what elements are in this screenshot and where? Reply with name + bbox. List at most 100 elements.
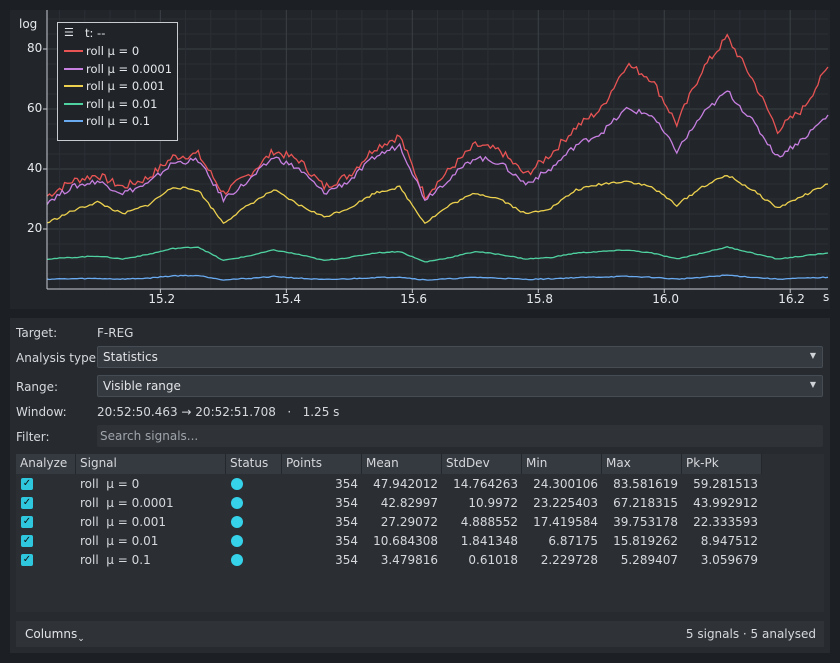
table-row[interactable]: ✓ roll μ = 0.0001 354 42.82997 10.9972 23.225… [16,494,776,513]
column-header-stddev[interactable]: StdDev [442,454,522,474]
chevron-down-icon: ▼ [809,351,816,360]
status-indicator [231,554,243,566]
legend-item[interactable]: roll μ = 0 [64,43,139,59]
chevron-down-icon: ▼ [809,380,816,389]
x-tick-label: 16.2 [778,292,805,306]
cell-max: 5.289407 [620,553,678,567]
legend-item[interactable]: roll μ = 0.1 [64,113,150,129]
y-tick-label: 40 [27,161,43,175]
analyze-checkbox[interactable]: ✓ [21,497,33,509]
y-tick-label: 20 [27,221,43,235]
table-row[interactable]: ✓ roll μ = 0 354 47.942012 14.764263 24.30010… [16,475,776,494]
cell-min: 2.229728 [540,553,598,567]
cell-stddev: 14.764263 [453,477,518,491]
legend-item[interactable]: roll μ = 0.01 [64,96,157,112]
y-tick-label: 80 [27,41,43,55]
cell-mean: 10.684308 [373,534,438,548]
cell-signal: roll μ = 0.1 [80,553,151,567]
legend-swatch [64,50,83,52]
cell-pkpk: 59.281513 [693,477,758,491]
range-label: Range: [16,380,59,394]
series-line-1 [46,90,829,206]
columns-button[interactable]: Columns⌄ [25,627,85,644]
table-row[interactable]: ✓ roll μ = 0.001 354 27.29072 4.888552 17.419… [16,513,776,532]
legend-label: roll μ = 0.001 [86,79,165,93]
cell-stddev: 1.841348 [460,534,518,548]
cell-min: 24.300106 [533,477,598,491]
window-value: 20:52:50.463 → 20:52:51.708 · 1.25 s [97,405,340,419]
column-header-points[interactable]: Points [282,454,362,474]
cell-mean: 42.82997 [380,496,438,510]
legend-title: t: -- [85,26,106,40]
cell-stddev: 4.888552 [460,515,518,529]
x-tick-label: 15.6 [400,292,428,306]
columns-button-label: Columns [25,627,78,641]
analysis-panel: Target: F-REG Analysis type: Statistics … [10,318,830,653]
target-value: F-REG [97,326,134,340]
status-summary: 5 signals · 5 analysed [685,627,816,641]
column-header-max[interactable]: Max [602,454,682,474]
window-label: Window: [16,405,67,419]
x-tick-label: 16.0 [652,292,679,306]
statistics-table[interactable]: Analyze Signal Status Points Mean StdDev Min Ma… [16,454,824,612]
column-header-mean[interactable]: Mean [362,454,442,474]
chart-legend[interactable]: ☰ t: -- roll μ = 0 roll μ = 0.0001 roll μ … [57,22,178,141]
column-header-min[interactable]: Min [522,454,602,474]
chevron-down-icon: ⌄ [77,634,85,644]
filter-label: Filter: [16,430,50,444]
cell-pkpk: 43.992912 [693,496,758,510]
range-select[interactable]: Visible range ▼ [97,375,823,397]
analyze-checkbox[interactable]: ✓ [21,535,33,547]
cell-pkpk: 3.059679 [700,553,758,567]
cell-points: 354 [335,515,358,529]
legend-item[interactable]: roll μ = 0.001 [64,78,165,94]
legend-item[interactable]: roll μ = 0.0001 [64,61,172,77]
column-header-status[interactable]: Status [226,454,282,474]
cell-pkpk: 8.947512 [700,534,758,548]
x-tick-label: 15.4 [274,292,302,306]
cell-pkpk: 22.333593 [693,515,758,529]
status-indicator [231,516,243,528]
filter-input[interactable] [97,425,823,447]
cell-signal: roll μ = 0.001 [80,515,166,529]
legend-label: roll μ = 0.0001 [86,61,173,76]
cell-mean: 27.29072 [380,515,438,529]
legend-swatch [64,85,83,87]
y-tick-label: 60 [27,101,43,115]
column-header-signal[interactable]: Signal [76,454,226,474]
column-header-analyze[interactable]: Analyze [16,454,76,474]
status-indicator [231,497,243,509]
cell-points: 354 [335,553,358,567]
cell-points: 354 [335,534,358,548]
cell-signal: roll μ = 0.01 [80,534,159,548]
analyze-checkbox[interactable]: ✓ [21,478,33,490]
analyze-checkbox[interactable]: ✓ [21,516,33,528]
series-line-0 [46,33,829,201]
legend-swatch [64,120,83,122]
cell-mean: 47.942012 [373,477,438,491]
series-line-4 [46,274,829,281]
table-row[interactable]: ✓ roll μ = 0.01 354 10.684308 1.841348 6.8717… [16,532,776,551]
column-header-pk-pk[interactable]: Pk-Pk [682,454,762,474]
cell-min: 17.419584 [533,515,598,529]
x-tick-label: 15.8 [526,292,553,306]
cell-stddev: 0.61018 [468,553,518,567]
legend-label: roll μ = 0.01 [86,96,158,111]
series-line-3 [46,246,829,263]
cell-max: 15.819262 [613,534,678,548]
table-footer: Columns⌄ 5 signals · 5 analysed [16,621,824,647]
menu-icon[interactable]: ☰ [64,26,74,39]
legend-swatch [64,102,83,105]
cell-mean: 3.479816 [380,553,438,567]
analyze-checkbox[interactable]: ✓ [21,554,33,566]
target-label: Target: [16,326,58,340]
analysis-type-value: Statistics [103,350,158,364]
cell-signal: roll μ = 0.0001 [80,496,174,510]
analysis-type-select[interactable]: Statistics ▼ [97,346,823,368]
plot-panel[interactable]: log 20 40 60 80 15.2 15.4 15.6 15.8 16.0 16.2 s … [10,10,830,309]
table-row[interactable]: ✓ roll μ = 0.1 354 3.479816 0.61018 2.229728 5… [16,551,776,570]
series-line-2 [46,175,829,225]
y-axis-label: log [19,17,38,31]
status-indicator [231,478,243,490]
cell-points: 354 [335,496,358,510]
